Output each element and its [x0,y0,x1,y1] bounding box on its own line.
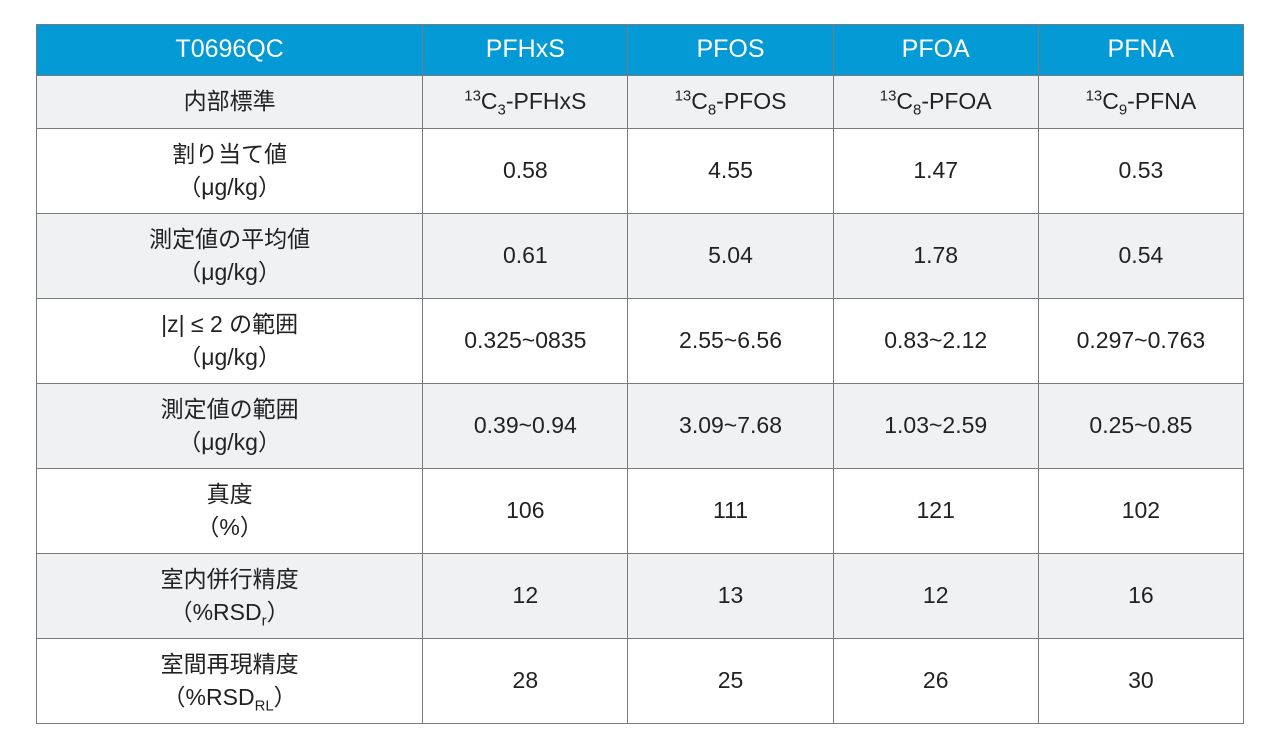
table-cell: 26 [833,638,1038,723]
table-cell: 0.58 [423,128,628,213]
row-label-text: 室間再現精度 [161,649,299,680]
table-cell: 13 [628,553,833,638]
row-label: 室内併行精度（%RSDr） [37,553,423,638]
row-label-unit: （%RSDr） [170,597,290,628]
row-label-unit: （%） [196,512,262,543]
row-label-text: 割り当て値 [172,139,287,170]
row-label-unit: （μg/kg） [178,172,281,203]
table-row: 内部標準13C3-PFHxS13C8-PFOS13C8-PFOA13C9-PFN… [37,75,1244,128]
table-cell: 28 [423,638,628,723]
table-cell: 121 [833,468,1038,553]
row-label-unit: （μg/kg） [178,342,281,373]
row-label-unit: （μg/kg） [178,257,281,288]
row-label-text: |z| ≤ 2 の範囲 [161,309,298,340]
row-label-text: 測定値の範囲 [161,394,299,425]
table-row: 測定値の範囲（μg/kg）0.39~0.943.09~7.681.03~2.59… [37,383,1244,468]
table-row: 室間再現精度（%RSDRL）28252630 [37,638,1244,723]
table-cell: 1.03~2.59 [833,383,1038,468]
table-cell: 0.325~0835 [423,298,628,383]
row-label: 割り当て値（μg/kg） [37,128,423,213]
row-label: 内部標準 [37,75,423,128]
table-cell: 0.54 [1038,213,1243,298]
table-row: |z| ≤ 2 の範囲（μg/kg）0.325~08352.55~6.560.8… [37,298,1244,383]
row-label: 真度（%） [37,468,423,553]
table-cell: 25 [628,638,833,723]
table-cell: 13C9-PFNA [1038,75,1243,128]
table-cell: 0.25~0.85 [1038,383,1243,468]
table-cell: 111 [628,468,833,553]
table-cell: 30 [1038,638,1243,723]
table-cell: 13C3-PFHxS [423,75,628,128]
table-cell: 16 [1038,553,1243,638]
table-row: 割り当て値（μg/kg）0.584.551.470.53 [37,128,1244,213]
table-cell: 13C8-PFOA [833,75,1038,128]
col-header-pfoa: PFOA [833,25,1038,76]
col-header-pfos: PFOS [628,25,833,76]
table-cell: 106 [423,468,628,553]
table-cell: 12 [423,553,628,638]
row-label: 測定値の平均値（μg/kg） [37,213,423,298]
row-label: 測定値の範囲（μg/kg） [37,383,423,468]
col-header-pfhxs: PFHxS [423,25,628,76]
row-label-text: 室内併行精度 [161,564,299,595]
qc-data-table: T0696QC PFHxS PFOS PFOA PFNA 内部標準13C3-PF… [36,24,1244,724]
table-row: 真度（%）106111121102 [37,468,1244,553]
table-cell: 3.09~7.68 [628,383,833,468]
col-header-pfna: PFNA [1038,25,1243,76]
table-cell: 12 [833,553,1038,638]
col-header-sample: T0696QC [37,25,423,76]
row-label-text: 測定値の平均値 [149,224,310,255]
table-cell: 1.78 [833,213,1038,298]
table-cell: 0.83~2.12 [833,298,1038,383]
table-cell: 2.55~6.56 [628,298,833,383]
row-label-unit: （%RSDRL） [163,682,297,713]
table-cell: 102 [1038,468,1243,553]
row-label: 室間再現精度（%RSDRL） [37,638,423,723]
row-label: |z| ≤ 2 の範囲（μg/kg） [37,298,423,383]
row-label-text: 真度 [207,479,253,510]
table-cell: 0.53 [1038,128,1243,213]
table-cell: 4.55 [628,128,833,213]
table-cell: 5.04 [628,213,833,298]
table-cell: 0.61 [423,213,628,298]
table-cell: 13C8-PFOS [628,75,833,128]
table-row: 測定値の平均値（μg/kg）0.615.041.780.54 [37,213,1244,298]
table-header-row: T0696QC PFHxS PFOS PFOA PFNA [37,25,1244,76]
table-row: 室内併行精度（%RSDr）12131216 [37,553,1244,638]
row-label-unit: （μg/kg） [178,427,281,458]
table-cell: 0.297~0.763 [1038,298,1243,383]
table-cell: 1.47 [833,128,1038,213]
table-cell: 0.39~0.94 [423,383,628,468]
